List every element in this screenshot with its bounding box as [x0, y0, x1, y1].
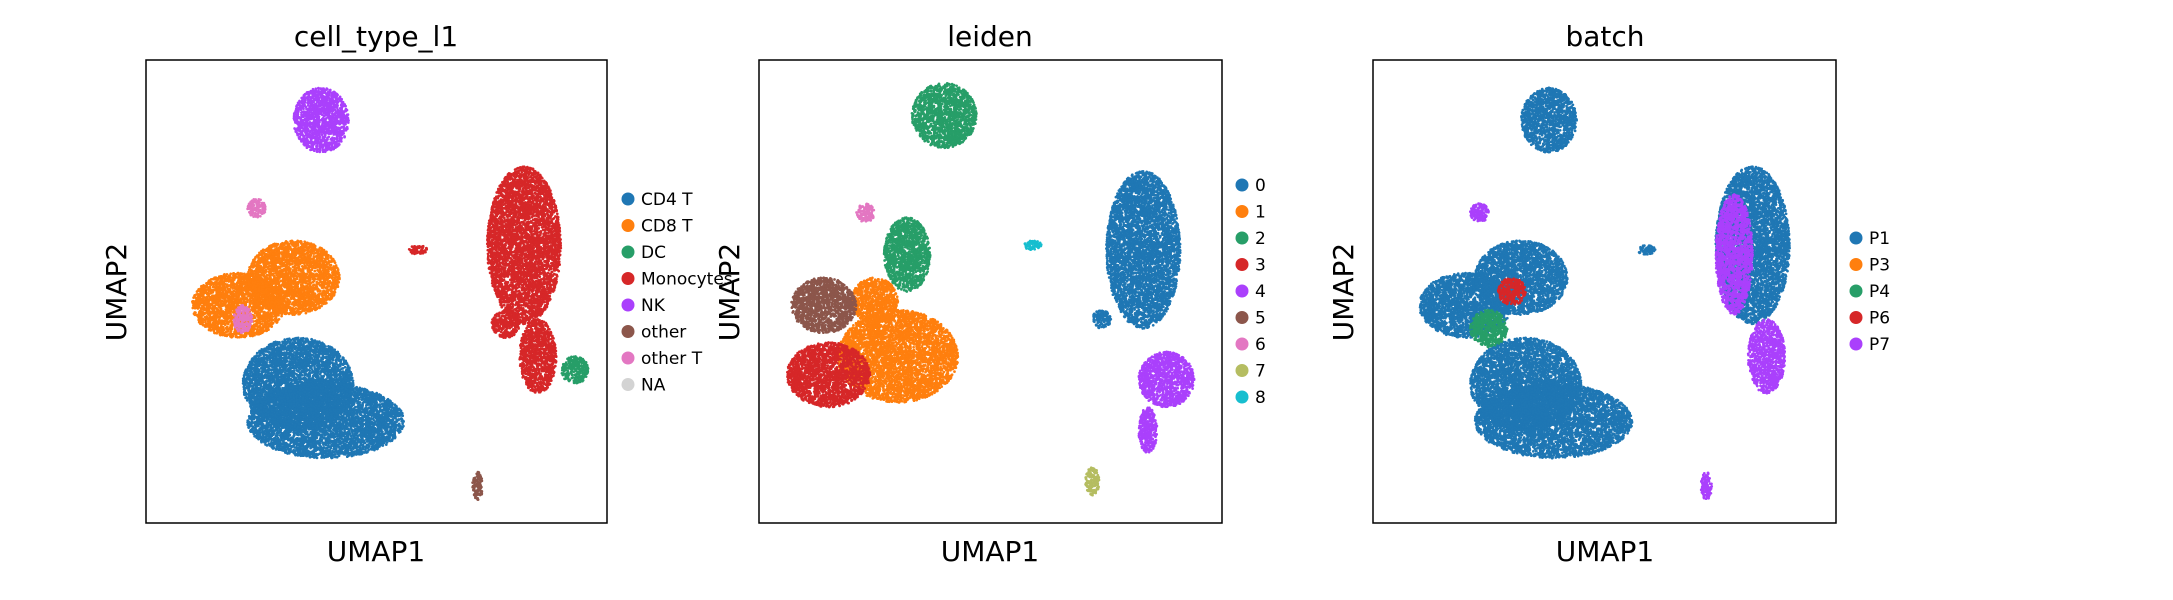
- panel-title: cell_type_l1: [294, 20, 458, 53]
- scatter-point: [375, 403, 378, 406]
- scatter-point: [288, 434, 291, 437]
- scatter-point: [273, 446, 276, 449]
- scatter-point: [351, 438, 354, 441]
